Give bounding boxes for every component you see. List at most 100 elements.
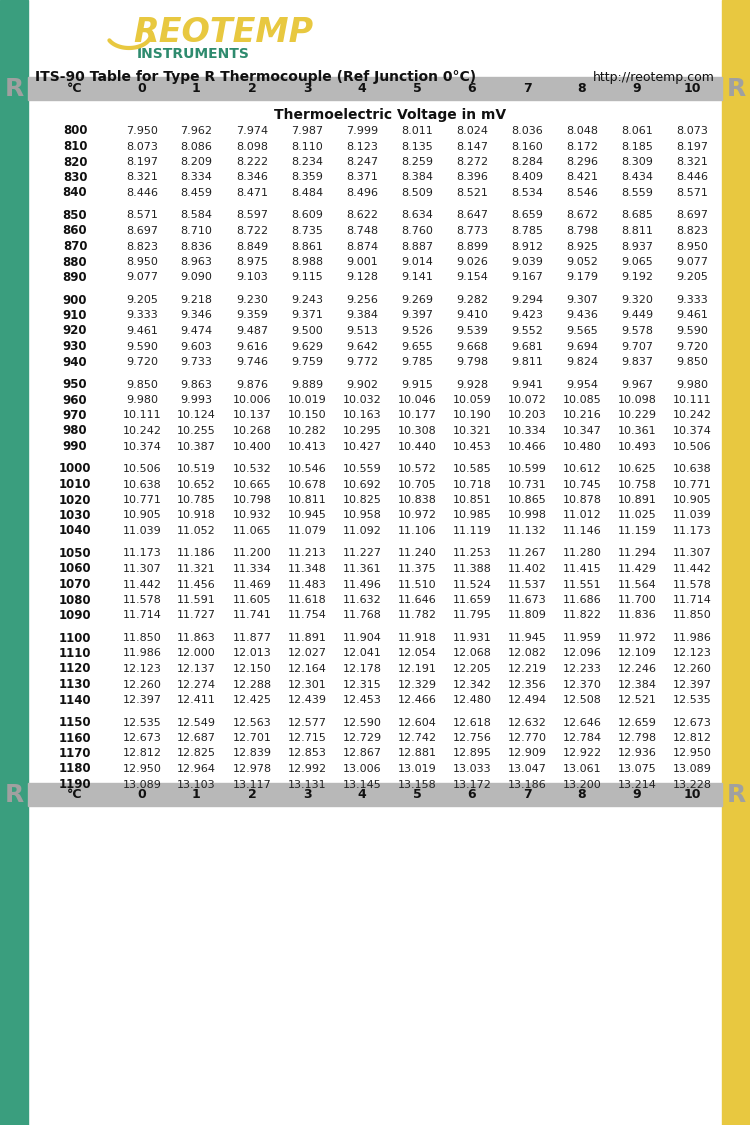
Text: 8.534: 8.534	[511, 188, 543, 198]
Text: 11.442: 11.442	[122, 579, 161, 590]
Text: 8.073: 8.073	[676, 126, 708, 136]
Text: 10.811: 10.811	[288, 495, 326, 505]
Text: 12.812: 12.812	[122, 748, 161, 758]
Text: 900: 900	[63, 294, 87, 306]
Text: 10.150: 10.150	[288, 411, 326, 421]
Text: 10.374: 10.374	[122, 441, 161, 451]
Text: 8.396: 8.396	[456, 172, 488, 182]
Text: 12.646: 12.646	[562, 718, 602, 728]
Text: 11.551: 11.551	[562, 579, 602, 590]
Text: 12.082: 12.082	[508, 648, 547, 658]
Text: 9.001: 9.001	[346, 256, 378, 267]
Text: 11.714: 11.714	[122, 611, 161, 621]
Text: 9.487: 9.487	[236, 326, 268, 336]
Text: 11.321: 11.321	[177, 564, 215, 574]
Text: 8.546: 8.546	[566, 188, 598, 198]
Text: 12.715: 12.715	[287, 734, 326, 742]
Text: 12.480: 12.480	[452, 695, 491, 705]
Text: 10.638: 10.638	[673, 464, 711, 474]
Text: 9.320: 9.320	[621, 295, 653, 305]
Text: 9.928: 9.928	[456, 379, 488, 389]
Text: 11.673: 11.673	[508, 595, 546, 605]
Text: 10.163: 10.163	[343, 411, 381, 421]
Text: 11.132: 11.132	[508, 526, 546, 536]
Text: 4: 4	[358, 82, 366, 95]
Text: 8.760: 8.760	[401, 226, 433, 236]
Text: 10.559: 10.559	[343, 464, 381, 474]
Text: 9.707: 9.707	[621, 342, 653, 351]
Text: 13.172: 13.172	[452, 780, 491, 790]
Text: 11.119: 11.119	[452, 526, 491, 536]
Text: 10.282: 10.282	[287, 426, 326, 436]
Text: 8.874: 8.874	[346, 242, 378, 252]
Text: 10.519: 10.519	[177, 464, 215, 474]
Text: R: R	[726, 783, 746, 807]
Text: 8.609: 8.609	[291, 210, 323, 220]
Text: 1140: 1140	[58, 693, 92, 706]
Text: 11.294: 11.294	[617, 549, 656, 558]
Text: 7.962: 7.962	[180, 126, 212, 136]
Text: 10.387: 10.387	[176, 441, 215, 451]
Text: 12.508: 12.508	[562, 695, 602, 705]
Text: 10.678: 10.678	[287, 479, 326, 489]
Bar	[28, 76, 722, 100]
Text: 930: 930	[63, 340, 87, 353]
Text: 12.563: 12.563	[232, 718, 272, 728]
Text: 13.117: 13.117	[232, 780, 272, 790]
Text: 8.521: 8.521	[456, 188, 488, 198]
Text: 12.054: 12.054	[398, 648, 436, 658]
Text: 8.697: 8.697	[676, 210, 708, 220]
Text: 11.334: 11.334	[232, 564, 272, 574]
Text: 9.205: 9.205	[676, 272, 708, 282]
Text: 9.410: 9.410	[456, 310, 488, 321]
Text: 830: 830	[63, 171, 87, 184]
Text: 12.909: 12.909	[508, 748, 547, 758]
Text: 9.526: 9.526	[401, 326, 433, 336]
Text: 12.839: 12.839	[232, 748, 272, 758]
Text: 10.361: 10.361	[618, 426, 656, 436]
Text: 8.061: 8.061	[621, 126, 652, 136]
Text: 12.756: 12.756	[452, 734, 491, 742]
Text: 1090: 1090	[58, 609, 92, 622]
Text: 10.585: 10.585	[452, 464, 491, 474]
Text: 910: 910	[63, 309, 87, 322]
Text: 1130: 1130	[58, 678, 92, 691]
Text: 10.665: 10.665	[232, 479, 272, 489]
Text: 11.537: 11.537	[508, 579, 546, 590]
Text: 940: 940	[63, 356, 87, 369]
Text: 8.571: 8.571	[126, 210, 158, 220]
Text: 12.590: 12.590	[343, 718, 382, 728]
Text: 9.256: 9.256	[346, 295, 378, 305]
Text: 13.158: 13.158	[398, 780, 436, 790]
Text: 11.469: 11.469	[232, 579, 272, 590]
Text: 9.500: 9.500	[291, 326, 322, 336]
Text: 10.599: 10.599	[508, 464, 547, 474]
Text: 8.622: 8.622	[346, 210, 378, 220]
Text: 8.135: 8.135	[401, 142, 433, 152]
Text: 10.958: 10.958	[343, 511, 382, 521]
Text: 9.423: 9.423	[511, 310, 543, 321]
Text: 12.687: 12.687	[176, 734, 215, 742]
Text: 9.539: 9.539	[456, 326, 488, 336]
Text: 9.915: 9.915	[401, 379, 433, 389]
Text: 13.033: 13.033	[453, 764, 491, 774]
Text: 10.006: 10.006	[232, 395, 272, 405]
Text: 960: 960	[63, 394, 87, 406]
Text: 10.295: 10.295	[343, 426, 382, 436]
Text: 10.493: 10.493	[617, 441, 656, 451]
Text: 8: 8	[578, 82, 586, 95]
Text: 8.048: 8.048	[566, 126, 598, 136]
Text: 8.484: 8.484	[291, 188, 323, 198]
Text: 10.731: 10.731	[508, 479, 546, 489]
Text: 12.260: 12.260	[122, 680, 161, 690]
Text: 11.578: 11.578	[122, 595, 161, 605]
Text: 12.109: 12.109	[617, 648, 656, 658]
Text: 11.442: 11.442	[673, 564, 712, 574]
Text: 9.513: 9.513	[346, 326, 378, 336]
Text: 11.524: 11.524	[452, 579, 491, 590]
Text: 9.014: 9.014	[401, 256, 433, 267]
Text: 11.146: 11.146	[562, 526, 602, 536]
Text: 1070: 1070	[58, 578, 92, 591]
Text: 9.179: 9.179	[566, 272, 598, 282]
Text: 1030: 1030	[58, 508, 92, 522]
